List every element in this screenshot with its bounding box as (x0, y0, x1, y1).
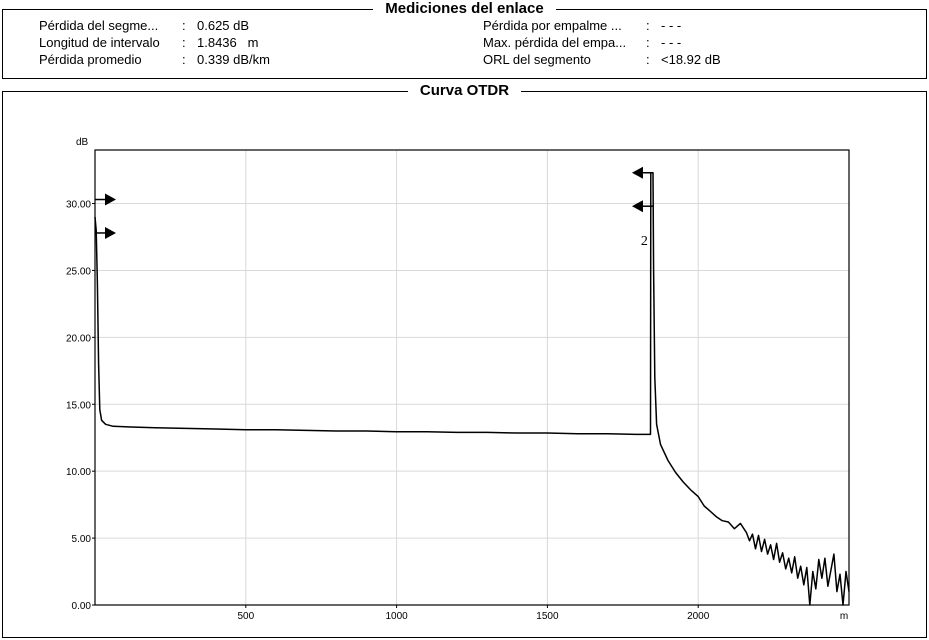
x-axis-label: m (840, 611, 848, 622)
y-tick-label: 15.00 (66, 400, 91, 411)
plot-frame (94, 149, 850, 606)
y-tick-label: 5.00 (72, 534, 92, 545)
marker-arrow-right-icon[interactable] (105, 226, 116, 239)
otdr-curve-panel: Curva OTDR (2, 82, 927, 638)
otdr-trace-line[interactable] (94, 172, 850, 606)
x-tick-label: 1500 (536, 611, 559, 622)
x-tick-label: 1000 (385, 611, 408, 622)
measurements-title: Mediciones del enlace (3, 0, 926, 18)
curve-title: Curva OTDR (3, 82, 926, 100)
y-tick-label: 20.00 (66, 333, 91, 344)
marker-arrow-right-icon[interactable] (105, 193, 116, 206)
x-tick-label: 500 (237, 611, 254, 622)
x-tick-label: 2000 (687, 611, 710, 622)
marker-arrow-left-icon[interactable] (631, 166, 643, 179)
y-tick-label: 10.00 (66, 467, 91, 478)
event-number-label: 2 (641, 234, 648, 249)
y-tick-label: 30.00 (66, 200, 91, 211)
link-measurements-panel: Mediciones del enlace Pérdida del segme.… (2, 0, 927, 79)
y-axis-label: dB (76, 137, 89, 148)
marker-arrow-left-icon[interactable] (631, 200, 643, 213)
y-tick-label: 25.00 (66, 266, 91, 277)
y-tick-label: 0.00 (72, 601, 92, 612)
